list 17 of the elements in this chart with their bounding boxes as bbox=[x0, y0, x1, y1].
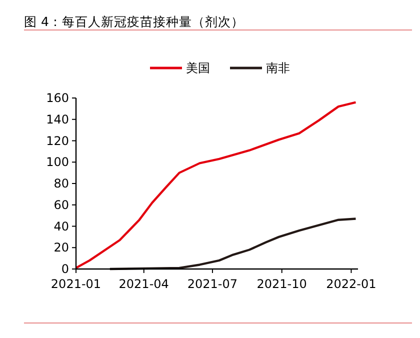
y-tick-label: 120 bbox=[46, 134, 69, 148]
x-tick-label: 2021-07 bbox=[187, 277, 238, 291]
y-tick-label: 80 bbox=[54, 176, 69, 190]
y-tick-label: 60 bbox=[54, 198, 69, 212]
chart-title: 图 4：每百人新冠疫苗接种量（剂次） bbox=[24, 14, 244, 29]
y-tick-label: 40 bbox=[54, 219, 69, 234]
y-tick-label: 160 bbox=[46, 91, 69, 105]
legend-label: 南非 bbox=[266, 61, 290, 75]
x-tick-label: 2021-10 bbox=[256, 277, 307, 291]
y-tick-label: 100 bbox=[46, 155, 69, 170]
x-tick-label: 2021-04 bbox=[118, 277, 169, 291]
y-tick-label: 0 bbox=[61, 262, 69, 276]
y-tick-label: 140 bbox=[46, 112, 69, 126]
x-tick-label: 2021-01 bbox=[50, 277, 102, 291]
legend-label: 美国 bbox=[186, 61, 210, 75]
y-tick-label: 20 bbox=[54, 240, 69, 255]
x-tick-label: 2022-01 bbox=[326, 277, 376, 291]
